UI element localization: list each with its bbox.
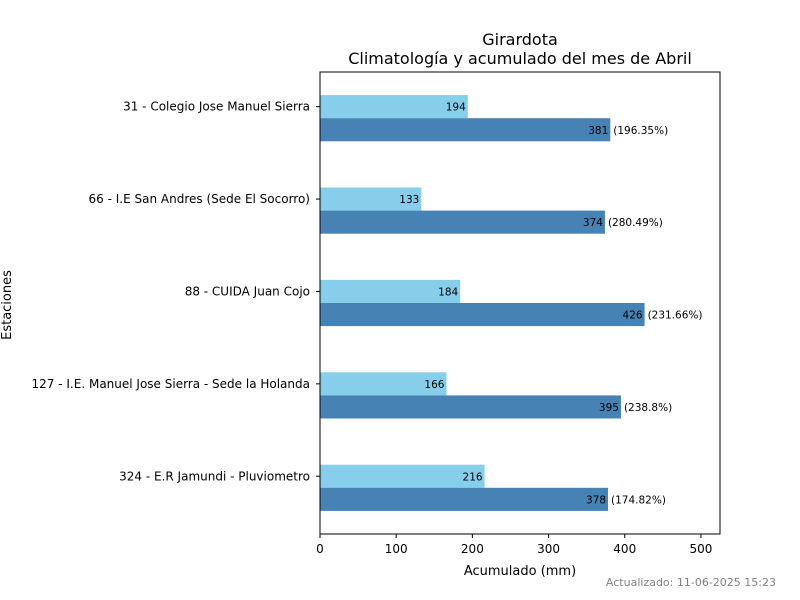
y-axis-label: Estaciones [0, 270, 15, 340]
bar-value-label: 381 [588, 125, 608, 137]
bar-value-label: 166 [424, 379, 444, 391]
y-tick-label: 324 - E.R Jamundi - Pluviometro [119, 469, 310, 483]
x-tick-label: 200 [461, 542, 484, 556]
bar-value-label: 194 [446, 102, 466, 114]
bar-s0-2 [320, 279, 461, 303]
y-tick-label: 31 - Colegio Jose Manuel Sierra [123, 100, 310, 114]
bar-percent-annotation: (238.8%) [624, 402, 672, 414]
x-axis-label: Acumulado (mm) [464, 564, 576, 579]
bar-s0-3 [320, 372, 447, 396]
bar-value-label: 133 [399, 194, 419, 206]
bar-value-label: 216 [463, 471, 483, 483]
bar-s0-4 [320, 464, 485, 488]
bar-s0-1 [320, 187, 422, 211]
x-tick-label: 500 [689, 542, 712, 556]
bar-s0-0 [320, 95, 468, 119]
x-tick-label: 400 [613, 542, 636, 556]
y-tick-label: 66 - I.E San Andres (Sede El Socorro) [89, 192, 310, 206]
bar-value-label: 184 [438, 286, 458, 298]
bar-s1-4 [320, 487, 608, 511]
y-tick-label: 127 - I.E. Manuel Jose Sierra - Sede la … [32, 377, 310, 391]
bar-value-label: 426 [623, 310, 643, 322]
plot-frame [319, 71, 721, 535]
bar-s1-3 [320, 395, 621, 419]
plot-area: 194 381 (196.35%) 31 - Colegio Jose Manuel … [32, 71, 721, 556]
x-tick-label: 100 [385, 542, 408, 556]
bar-s1-1 [320, 210, 605, 234]
y-tick-label: 88 - CUIDA Juan Cojo [185, 284, 310, 298]
chart-title: Girardota [482, 30, 558, 49]
bar-percent-annotation: (280.49%) [608, 217, 663, 229]
bar-value-label: 374 [583, 217, 603, 229]
bar-percent-annotation: (174.82%) [611, 494, 666, 506]
bar-s1-2 [320, 303, 645, 327]
bar-s1-0 [320, 118, 611, 142]
bar-value-label: 378 [586, 494, 606, 506]
x-tick-label: 0 [316, 542, 324, 556]
bar-value-label: 395 [599, 402, 619, 414]
x-tick-label: 300 [537, 542, 560, 556]
bar-percent-annotation: (231.66%) [648, 310, 703, 322]
chart-subtitle: Climatología y acumulado del mes de Abri… [348, 49, 692, 68]
bar-percent-annotation: (196.35%) [613, 125, 668, 137]
updated-timestamp: Actualizado: 11-06-2025 15:23 [606, 576, 776, 589]
